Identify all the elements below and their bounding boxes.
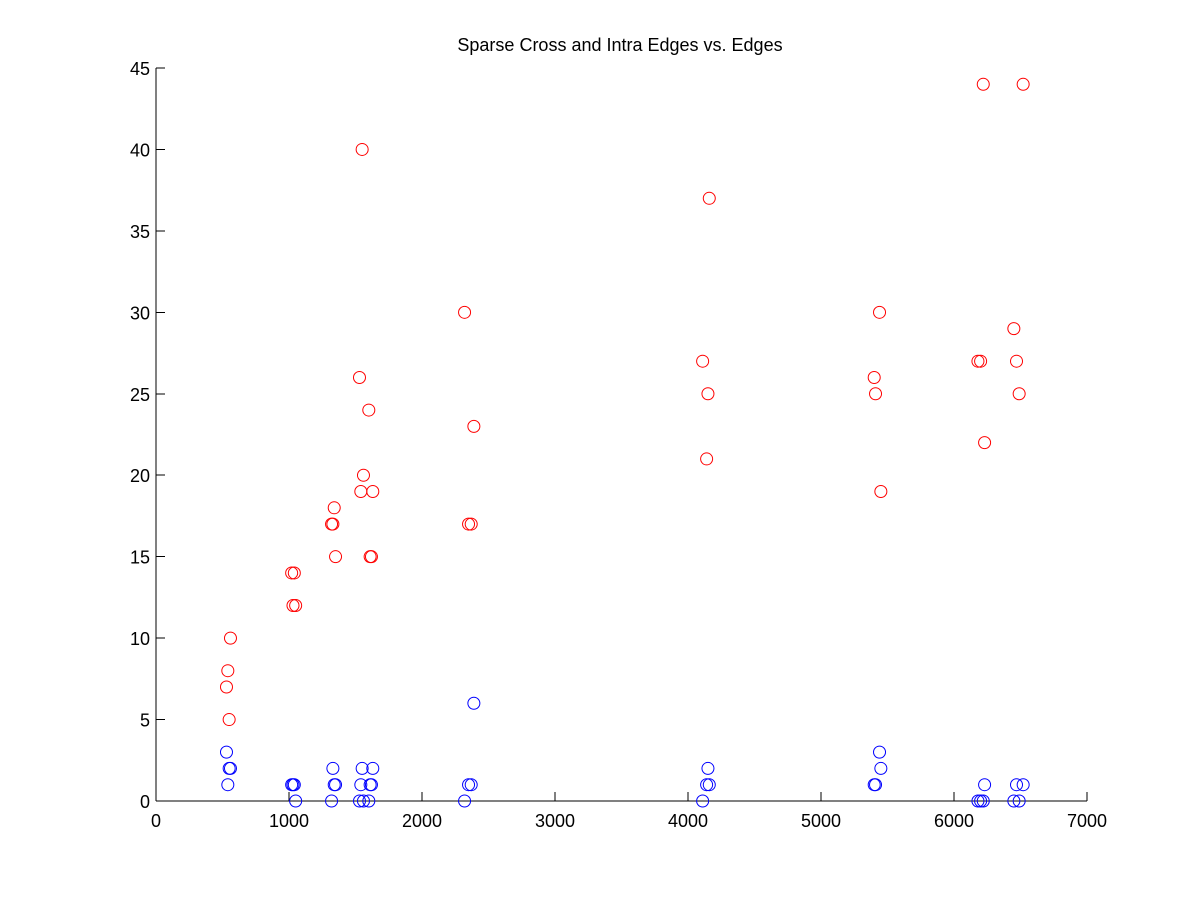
data-point bbox=[971, 354, 985, 368]
data-point bbox=[362, 794, 376, 808]
x-tick-label: 1000 bbox=[269, 811, 309, 831]
data-point bbox=[223, 761, 237, 775]
data-point bbox=[1016, 778, 1030, 792]
data-point bbox=[467, 696, 481, 710]
data-point bbox=[364, 550, 378, 564]
data-point bbox=[1007, 322, 1021, 336]
data-point bbox=[869, 778, 883, 792]
data-point bbox=[867, 370, 881, 384]
data-point bbox=[702, 191, 716, 205]
data-points bbox=[219, 77, 1030, 808]
data-point bbox=[1010, 354, 1024, 368]
data-point bbox=[352, 794, 366, 808]
data-point bbox=[1007, 794, 1021, 808]
y-tick-label: 45 bbox=[130, 59, 150, 79]
data-point bbox=[329, 778, 343, 792]
y-tick-label: 30 bbox=[130, 303, 150, 323]
data-point bbox=[462, 517, 476, 531]
data-point bbox=[364, 778, 378, 792]
data-point bbox=[971, 794, 985, 808]
data-point bbox=[287, 566, 301, 580]
data-point bbox=[1010, 778, 1024, 792]
data-point bbox=[701, 761, 715, 775]
data-point bbox=[289, 599, 303, 613]
y-tick-label: 25 bbox=[130, 385, 150, 405]
data-point bbox=[873, 745, 887, 759]
data-point bbox=[286, 599, 300, 613]
data-point bbox=[700, 452, 714, 466]
data-point bbox=[285, 566, 299, 580]
data-point bbox=[700, 778, 714, 792]
data-point bbox=[873, 305, 887, 319]
data-point bbox=[464, 517, 478, 531]
data-point bbox=[366, 761, 380, 775]
y-tick-label: 10 bbox=[130, 629, 150, 649]
series-1 bbox=[219, 77, 1030, 727]
x-tick-label: 5000 bbox=[801, 811, 841, 831]
x-tick-label: 3000 bbox=[535, 811, 575, 831]
data-point bbox=[974, 794, 988, 808]
data-point bbox=[362, 403, 376, 417]
data-point bbox=[219, 745, 233, 759]
data-point bbox=[327, 501, 341, 515]
data-point bbox=[696, 354, 710, 368]
data-point bbox=[356, 468, 370, 482]
data-point bbox=[874, 761, 888, 775]
x-tick-label: 4000 bbox=[668, 811, 708, 831]
x-axis-ticks: 0 1000 2000 3000 4000 5000 6000 7000 bbox=[151, 792, 1107, 831]
data-point bbox=[462, 778, 476, 792]
x-tick-label: 2000 bbox=[402, 811, 442, 831]
data-point bbox=[978, 778, 992, 792]
y-tick-label: 15 bbox=[130, 548, 150, 568]
data-point bbox=[869, 387, 883, 401]
data-point bbox=[221, 664, 235, 678]
y-tick-label: 0 bbox=[140, 792, 150, 812]
data-point bbox=[222, 713, 236, 727]
data-point bbox=[219, 680, 233, 694]
data-point bbox=[326, 517, 340, 531]
data-point bbox=[458, 305, 472, 319]
y-tick-label: 35 bbox=[130, 222, 150, 242]
data-point bbox=[221, 778, 235, 792]
data-point bbox=[352, 370, 366, 384]
series-2 bbox=[219, 696, 1030, 808]
data-point bbox=[289, 794, 303, 808]
data-point bbox=[1012, 387, 1026, 401]
y-tick-label: 40 bbox=[130, 140, 150, 160]
data-point bbox=[223, 631, 237, 645]
data-point bbox=[356, 794, 370, 808]
x-tick-label: 7000 bbox=[1067, 811, 1107, 831]
data-point bbox=[978, 436, 992, 450]
data-point bbox=[976, 794, 990, 808]
data-point bbox=[701, 387, 715, 401]
data-point bbox=[326, 761, 340, 775]
data-point bbox=[458, 794, 472, 808]
y-axis-ticks: 0 5 10 15 20 25 30 35 40 45 bbox=[130, 59, 165, 812]
data-point bbox=[464, 778, 478, 792]
x-tick-label: 0 bbox=[151, 811, 161, 831]
data-point bbox=[696, 794, 710, 808]
data-point bbox=[366, 485, 380, 499]
data-point bbox=[976, 77, 990, 91]
chart-title: Sparse Cross and Intra Edges vs. Edges bbox=[457, 35, 782, 55]
data-point bbox=[354, 778, 368, 792]
data-point bbox=[325, 794, 339, 808]
data-point bbox=[329, 550, 343, 564]
data-point bbox=[974, 354, 988, 368]
axes bbox=[155, 68, 1087, 802]
data-point bbox=[467, 419, 481, 433]
data-point bbox=[287, 778, 301, 792]
data-point bbox=[1016, 77, 1030, 91]
data-point bbox=[874, 485, 888, 499]
data-point bbox=[355, 142, 369, 156]
x-tick-label: 6000 bbox=[934, 811, 974, 831]
data-point bbox=[1012, 794, 1026, 808]
data-point bbox=[355, 761, 369, 775]
data-point bbox=[702, 778, 716, 792]
y-tick-label: 5 bbox=[140, 711, 150, 731]
y-tick-label: 20 bbox=[130, 466, 150, 486]
